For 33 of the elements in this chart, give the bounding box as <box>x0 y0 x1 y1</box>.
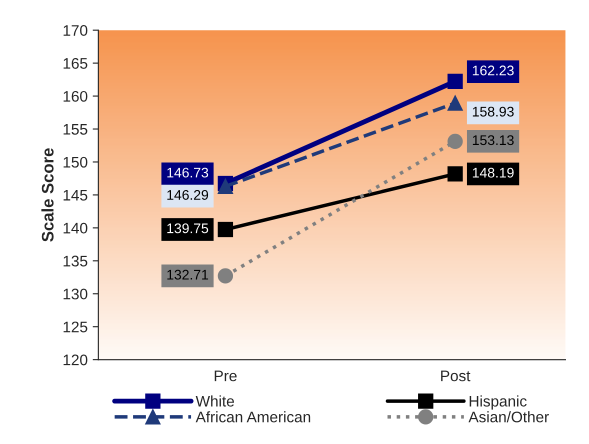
y-tick-label: 160 <box>64 90 88 102</box>
data-label: 139.75 <box>167 223 208 234</box>
data-label: 146.73 <box>167 168 208 178</box>
y-tick-label: 150 <box>64 156 88 168</box>
y-tick-label: 140 <box>64 222 88 234</box>
y-tick-label: 145 <box>64 190 88 201</box>
point <box>218 178 234 194</box>
legend-label: Hispanic <box>470 395 527 410</box>
y-tick-label: 125 <box>64 322 88 332</box>
y-tick-label: 120 <box>64 354 88 366</box>
data-label: 132.71 <box>167 270 208 280</box>
legend-label: White <box>196 395 234 407</box>
point <box>448 95 463 111</box>
y-tick-label: 170 <box>64 25 88 36</box>
y-tick-label: 135 <box>64 256 88 266</box>
x-tick-label: Post <box>441 370 470 382</box>
data-label: 146.29 <box>167 190 208 200</box>
data-label: 158.93 <box>472 106 514 117</box>
x-tick-label: Pre <box>214 370 237 382</box>
point <box>448 74 463 90</box>
point <box>448 134 463 149</box>
y-axis-title: Scale Score <box>41 148 54 242</box>
data-label: 153.13 <box>472 135 514 146</box>
point <box>448 166 463 182</box>
point <box>218 222 234 238</box>
y-tick-label: 165 <box>64 58 88 69</box>
y-tick-label: 130 <box>64 288 88 300</box>
data-label: 162.23 <box>472 66 514 76</box>
legend-label: African American <box>196 411 310 422</box>
y-tick-label: 155 <box>64 124 88 135</box>
point <box>218 268 234 284</box>
legend-label: Asian/Other <box>468 411 549 422</box>
data-label: 148.19 <box>472 168 514 178</box>
